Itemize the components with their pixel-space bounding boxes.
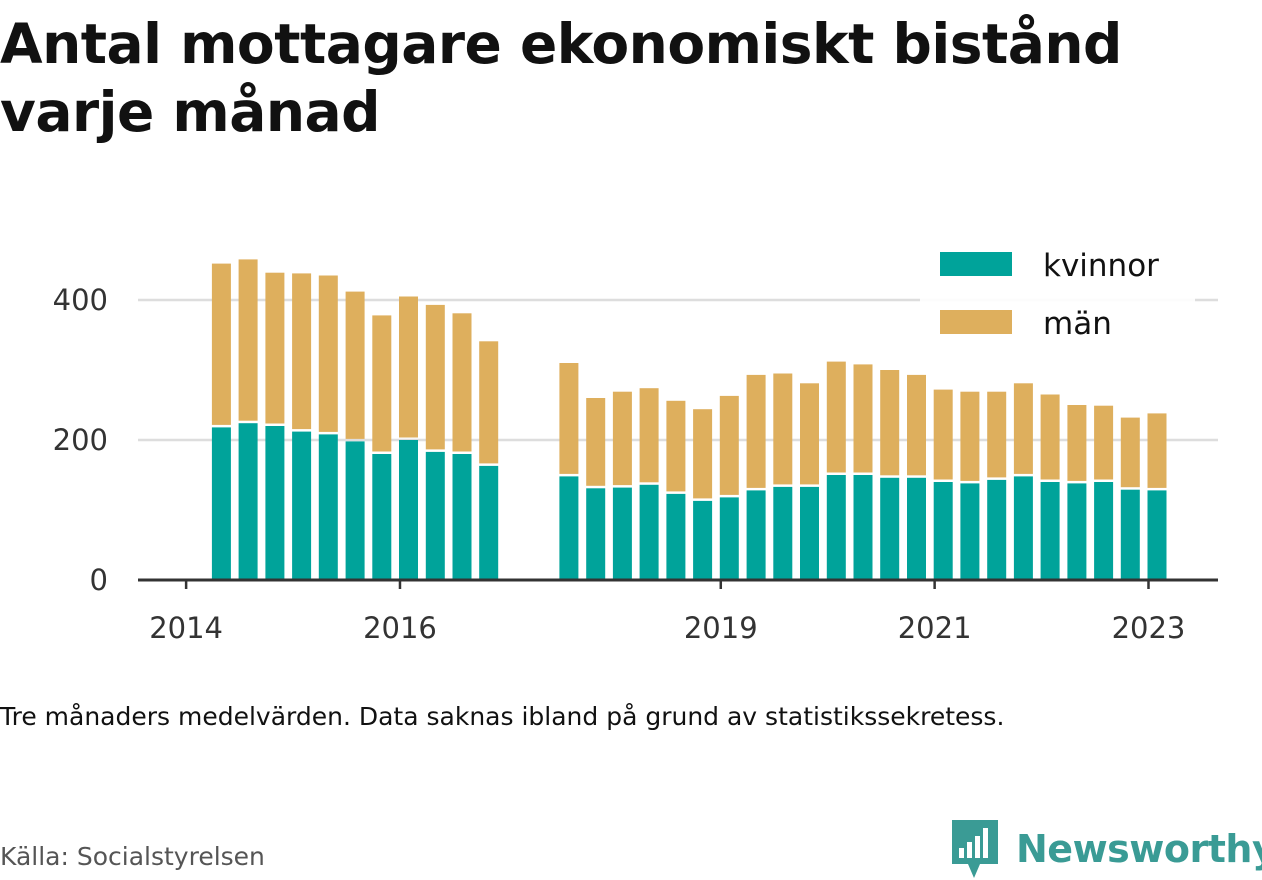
axes: 0 200 400 2014 2016 2019 2021 2023	[53, 283, 1218, 645]
bars	[211, 259, 1167, 580]
bar-man	[399, 296, 418, 438]
chart-title: Antal mottagare ekonomiskt bistånd varje…	[0, 12, 1122, 144]
x-tick-label: 2014	[149, 611, 223, 645]
bar-man	[746, 374, 766, 488]
bar-kvinnor	[773, 486, 793, 580]
bar-kvinnor	[666, 493, 686, 580]
bar-kvinnor	[880, 477, 900, 580]
bar-kvinnor	[425, 451, 445, 580]
bar-kvinnor	[1147, 490, 1167, 580]
bar-man	[666, 400, 686, 492]
bar-kvinnor	[318, 434, 338, 580]
bar-man	[211, 263, 231, 425]
bar-man	[960, 391, 980, 481]
bar-kvinnor	[1013, 476, 1033, 580]
x-tick-label: 2023	[1112, 611, 1186, 645]
bar-kvinnor	[933, 482, 953, 580]
bar-man	[1120, 417, 1140, 488]
bar-kvinnor	[1067, 483, 1087, 580]
bar-kvinnor	[452, 454, 472, 580]
bar-man	[292, 273, 312, 430]
bar-man	[933, 389, 953, 480]
bar-kvinnor	[399, 440, 418, 580]
bar-man	[773, 373, 793, 485]
bar-kvinnor	[479, 465, 499, 580]
bar-kvinnor	[746, 490, 766, 580]
bar-man	[586, 398, 606, 486]
bar-kvinnor	[345, 441, 365, 580]
bar-kvinnor	[639, 484, 659, 580]
y-tick-label: 400	[53, 283, 108, 317]
bar-man	[345, 291, 365, 439]
bar-chart-speech-bubble-icon	[952, 820, 998, 878]
x-tick-label: 2019	[684, 611, 758, 645]
bar-man	[479, 341, 499, 464]
bar-kvinnor	[586, 488, 606, 580]
x-tick-label: 2016	[363, 611, 437, 645]
bar-kvinnor	[907, 477, 926, 580]
bar-kvinnor	[693, 500, 713, 580]
bar-man	[238, 259, 258, 421]
legend-swatch	[940, 252, 1012, 276]
legend: kvinnor män	[920, 236, 1195, 346]
bar-kvinnor	[372, 454, 392, 580]
bar-man	[559, 363, 579, 474]
bar-man	[800, 383, 819, 485]
bar-man	[1013, 383, 1033, 474]
y-tick-label: 0	[90, 563, 108, 597]
x-tick-label: 2021	[898, 611, 972, 645]
bar-kvinnor	[1040, 482, 1060, 580]
brand-name: Newsworthy	[1016, 827, 1262, 871]
bar-kvinnor	[292, 431, 312, 580]
bar-man	[1040, 394, 1060, 480]
bar-man	[719, 395, 739, 495]
brand-logo: Newsworthy	[950, 818, 1262, 880]
stacked-bar-chart: 0 200 400 2014 2016 2019 2021 2023 kvinnor män	[52, 236, 1218, 645]
legend-swatch	[940, 310, 1012, 334]
source-credit: Källa: Socialstyrelsen	[0, 842, 265, 871]
bar-kvinnor	[826, 475, 846, 580]
legend-label: kvinnor	[1043, 248, 1159, 284]
bar-man	[1067, 405, 1087, 481]
bar-kvinnor	[987, 479, 1007, 580]
bar-kvinnor	[719, 497, 739, 580]
bar-kvinnor	[238, 423, 258, 580]
bar-man	[452, 313, 472, 452]
chart-note: Tre månaders medelvärden. Data saknas ib…	[0, 702, 1005, 731]
bar-man	[1147, 413, 1167, 488]
bar-man	[826, 361, 846, 473]
bar-man	[372, 315, 392, 452]
bar-kvinnor	[559, 476, 579, 580]
bar-kvinnor	[800, 486, 819, 580]
bar-man	[693, 409, 713, 499]
bar-kvinnor	[853, 475, 873, 580]
bar-man	[425, 304, 445, 450]
bar-kvinnor	[211, 427, 231, 580]
y-tick-label: 200	[53, 423, 108, 457]
bar-man	[880, 370, 900, 476]
legend-label: män	[1043, 306, 1112, 342]
bar-man	[265, 272, 285, 424]
bar-kvinnor	[1120, 489, 1140, 580]
bar-man	[639, 388, 659, 483]
bar-kvinnor	[612, 487, 632, 580]
bar-man	[987, 391, 1007, 478]
bar-man	[612, 391, 632, 486]
bar-man	[907, 374, 926, 476]
bar-man	[318, 275, 338, 432]
bar-kvinnor	[960, 483, 980, 580]
bar-man	[1094, 405, 1114, 480]
bar-man	[853, 364, 873, 473]
bar-kvinnor	[265, 426, 285, 580]
bar-kvinnor	[1094, 482, 1114, 580]
